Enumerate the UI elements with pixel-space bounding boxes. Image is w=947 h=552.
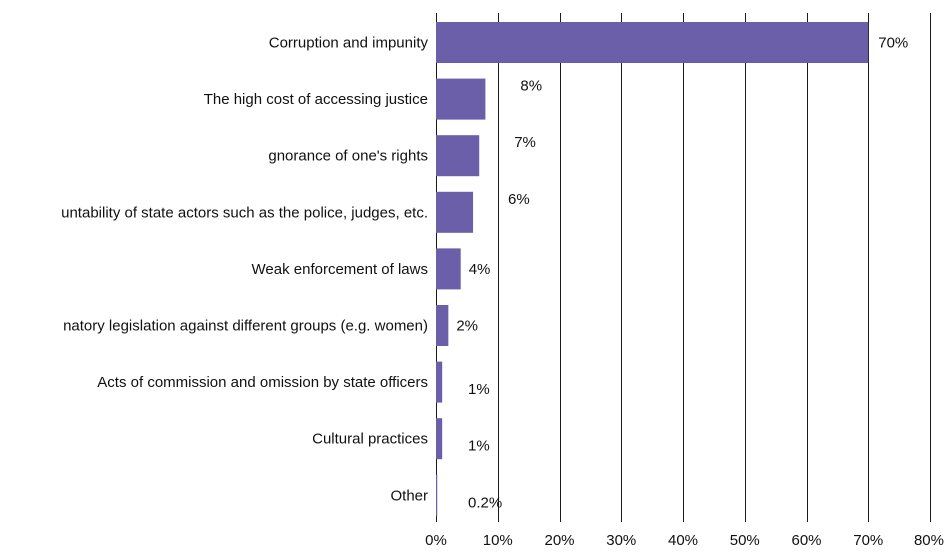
category-label: untability of state actors such as the p… — [61, 204, 428, 221]
bar — [436, 361, 443, 403]
value-labels: 70% 8% 7% 6% 4% 2% 1% 1% 0.2% — [456, 35, 908, 512]
x-tick-label: 20% — [544, 532, 574, 549]
value-label: 0.2% — [468, 494, 502, 511]
category-label: Corruption and impunity — [269, 35, 429, 52]
x-tick-label: 40% — [668, 532, 698, 549]
value-label: 1% — [468, 381, 490, 398]
category-label: gnorance of one's rights — [268, 148, 428, 165]
category-label: Acts of commission and omission by state… — [97, 374, 428, 391]
x-axis-tick-labels: 0% 10% 20% 30% 40% 50% 60% 70% 80% — [425, 532, 944, 549]
value-label: 1% — [468, 438, 490, 455]
value-label: 8% — [520, 78, 542, 95]
x-tick-label: 80% — [914, 532, 944, 549]
bar — [436, 248, 461, 290]
category-label: The high cost of accessing justice — [204, 91, 428, 108]
value-label: 70% — [878, 35, 908, 52]
value-label: 6% — [508, 191, 530, 208]
value-label: 4% — [469, 261, 491, 278]
bar — [436, 78, 486, 120]
x-tick-label: 60% — [791, 532, 821, 549]
category-label: Cultural practices — [312, 431, 428, 448]
value-label: 7% — [514, 134, 536, 151]
category-label: Weak enforcement of laws — [252, 261, 428, 278]
x-tick-label: 50% — [730, 532, 760, 549]
x-tick-label: 10% — [483, 532, 513, 549]
bars — [436, 22, 869, 516]
bar — [436, 135, 480, 177]
bar — [436, 191, 474, 233]
value-label: 2% — [456, 318, 478, 335]
gridlines — [436, 13, 931, 522]
x-tick-label: 30% — [606, 532, 636, 549]
bar — [436, 474, 438, 516]
x-tick-label: 70% — [853, 532, 883, 549]
bar — [436, 305, 449, 346]
category-label: natory legislation against different gro… — [63, 318, 428, 335]
category-label: Other — [390, 487, 428, 504]
bar — [436, 22, 869, 63]
category-labels: Corruption and impunity The high cost of … — [61, 35, 428, 505]
bar — [436, 418, 443, 460]
x-tick-label: 0% — [425, 532, 447, 549]
